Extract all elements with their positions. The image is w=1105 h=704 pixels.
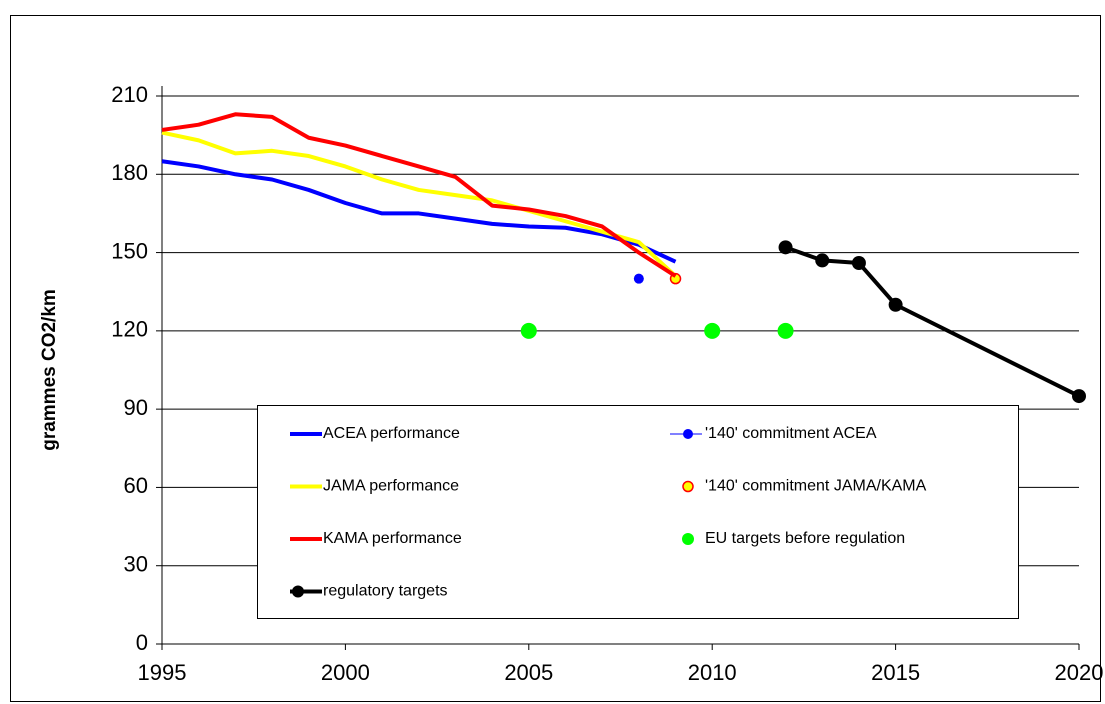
x-tick-label: 2005 <box>504 660 553 685</box>
x-tick-label: 1995 <box>138 660 187 685</box>
x-tick-label: 2015 <box>871 660 920 685</box>
legend-label: regulatory targets <box>323 583 448 600</box>
legend-label: '140' commitment ACEA <box>705 425 877 442</box>
legend-label: JAMA performance <box>323 478 459 495</box>
series-line <box>784 245 1080 398</box>
series-point <box>520 322 537 339</box>
series-line <box>161 130 677 278</box>
series-point <box>851 256 866 271</box>
legend-marker <box>682 480 694 493</box>
chart-border <box>10 15 1101 702</box>
legend-box <box>257 405 1019 619</box>
legend-marker <box>683 429 693 439</box>
y-tick-label: 0 <box>136 630 148 655</box>
series-line <box>161 159 677 264</box>
y-tick-label: 180 <box>111 160 148 185</box>
series-point <box>777 322 794 339</box>
y-tick-label: 120 <box>111 317 148 342</box>
legend-label: KAMA performance <box>323 530 462 547</box>
y-tick-label: 210 <box>111 82 148 107</box>
y-tick-label: 150 <box>111 238 148 263</box>
x-tick-label: 2000 <box>321 660 370 685</box>
series-point <box>704 322 721 339</box>
legend-label: EU targets before regulation <box>705 530 905 547</box>
y-tick-label: 90 <box>124 395 148 420</box>
x-tick-label: 2020 <box>1055 660 1104 685</box>
series-point <box>633 273 644 284</box>
y-tick-label: 30 <box>124 552 148 577</box>
series-point <box>815 253 830 268</box>
series-line <box>161 112 677 278</box>
x-tick-label: 2010 <box>688 660 737 685</box>
y-axis-label: grammes CO2/km <box>39 289 60 451</box>
series-point <box>778 240 793 255</box>
series-point <box>1072 389 1086 404</box>
legend-label: ACEA performance <box>323 425 460 442</box>
legend-label: '140' commitment JAMA/KAMA <box>705 478 927 495</box>
legend-marker <box>292 585 304 598</box>
legend-marker <box>682 533 694 545</box>
y-tick-label: 60 <box>124 473 148 498</box>
series-point <box>888 297 903 312</box>
